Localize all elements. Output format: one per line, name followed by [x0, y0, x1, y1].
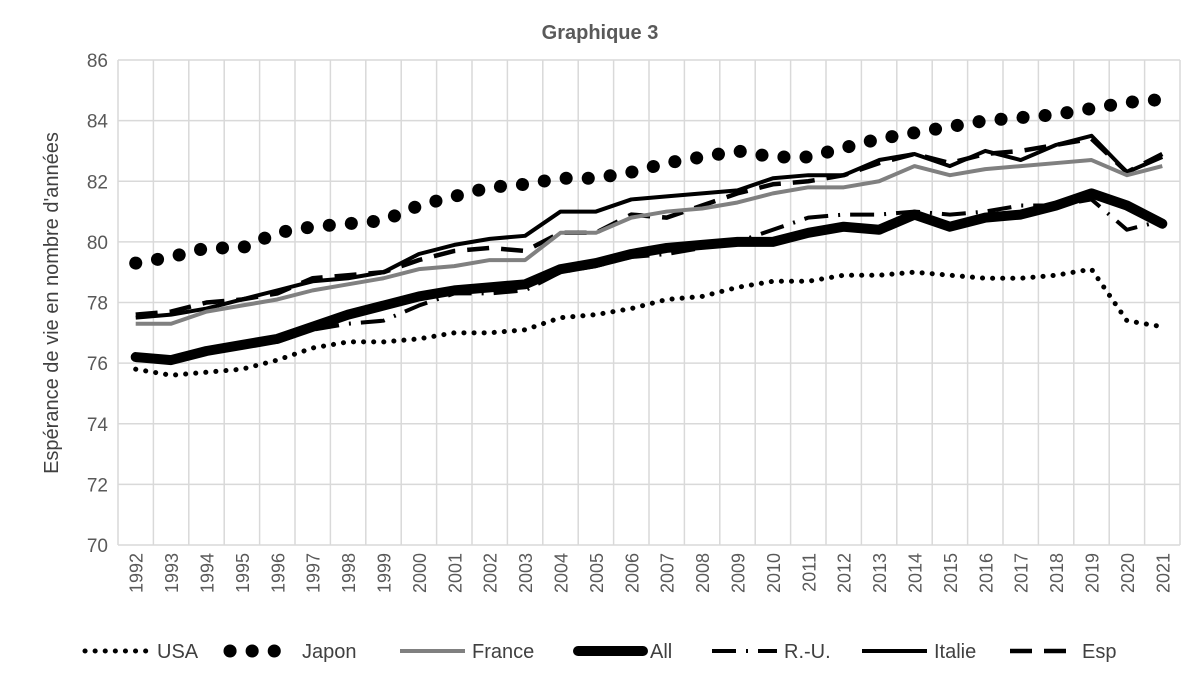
- x-tick-label: 2008: [693, 553, 713, 593]
- x-tick-label: 2005: [587, 553, 607, 593]
- legend-label: Esp: [1082, 641, 1116, 663]
- series-line-france: [135, 158, 1163, 326]
- x-tick-label: 2007: [658, 553, 678, 593]
- x-tick-label: 1997: [304, 553, 324, 593]
- x-tick-label: 2010: [764, 553, 784, 593]
- legend-label: France: [472, 641, 534, 663]
- x-tick-label: 2002: [481, 553, 501, 593]
- x-tick-label: 2019: [1083, 553, 1103, 593]
- y-tick-label: 86: [87, 51, 108, 72]
- x-tick-label: 2001: [445, 553, 465, 593]
- x-tick-label: 2015: [941, 553, 961, 593]
- x-tick-label: 2018: [1047, 553, 1067, 593]
- x-tick-label: 2017: [1012, 553, 1032, 593]
- legend-label: R.-U.: [784, 641, 831, 663]
- y-tick-label: 84: [87, 112, 109, 133]
- series-line-all: [130, 188, 1168, 366]
- x-tick-label: 2009: [729, 553, 749, 593]
- legend-label: Japon: [302, 641, 357, 663]
- x-tick-label: 2012: [835, 553, 855, 593]
- x-tick-label: 1995: [233, 553, 253, 593]
- x-tick-label: 1998: [339, 553, 359, 593]
- x-tick-label: 2000: [410, 553, 430, 593]
- y-tick-label: 80: [87, 233, 108, 254]
- x-tick-label: 2013: [870, 553, 890, 593]
- legend-label: USA: [157, 641, 199, 663]
- series-line-usa: [133, 266, 1165, 378]
- x-tick-label: 2003: [516, 553, 536, 593]
- x-tick-label: 1999: [375, 553, 395, 593]
- x-tick-label: 2006: [622, 553, 642, 593]
- series-line-ru: [135, 197, 1163, 363]
- x-tick-label: 1993: [162, 553, 182, 593]
- x-tick-label: 2016: [976, 553, 996, 593]
- x-tick-label: 2014: [906, 553, 926, 593]
- x-tick-label: 1992: [127, 553, 147, 593]
- y-tick-label: 72: [87, 475, 108, 496]
- y-tick-label: 78: [87, 294, 108, 315]
- x-tick-label: 1994: [198, 553, 218, 593]
- y-tick-label: 82: [87, 172, 108, 193]
- x-tick-label: 2004: [552, 553, 572, 593]
- legend-label: Italie: [934, 641, 976, 663]
- y-axis-label: Espérance de vie en nombre d'années: [41, 132, 63, 474]
- x-tick-label: 1996: [268, 553, 288, 593]
- x-tick-label: 2020: [1118, 553, 1138, 593]
- y-tick-label: 74: [87, 415, 109, 436]
- chart-title: Graphique 3: [542, 22, 659, 44]
- legend-label: All: [650, 641, 672, 663]
- series-line-italie: [135, 133, 1164, 320]
- y-tick-label: 70: [87, 536, 108, 557]
- x-tick-label: 2011: [799, 553, 819, 592]
- series-line-japon: [129, 92, 1169, 270]
- y-tick-label: 76: [87, 354, 108, 375]
- x-tick-label: 2021: [1153, 553, 1173, 593]
